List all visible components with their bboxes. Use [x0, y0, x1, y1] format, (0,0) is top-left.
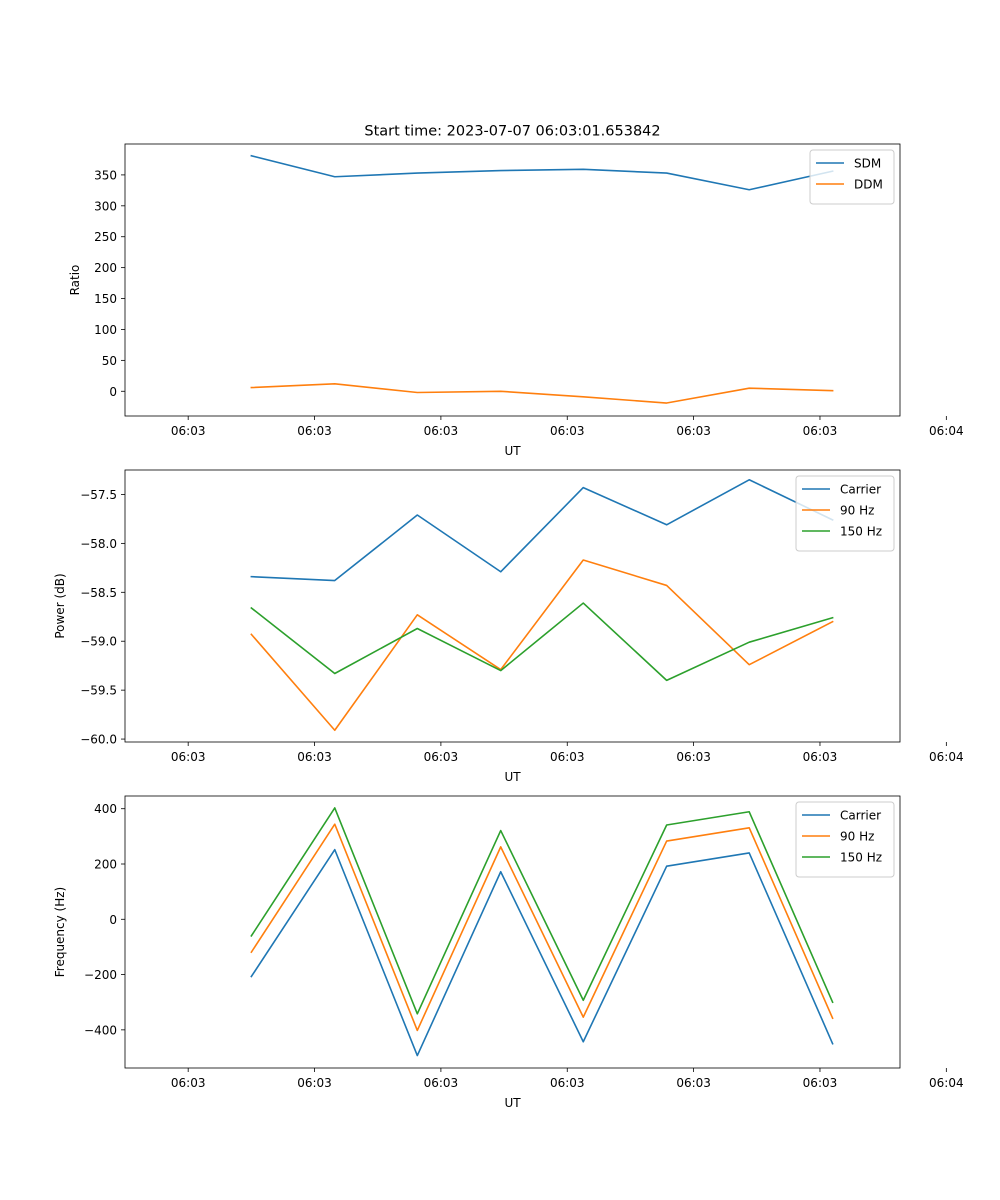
- frequency-legend-label-1: 90 Hz: [840, 830, 874, 844]
- ratio-x-tick-label: 06:03: [424, 424, 459, 438]
- frequency-legend-label-2: 150 Hz: [840, 851, 882, 865]
- power-y-tick-label: −59.5: [80, 684, 117, 698]
- ratio-y-tick-label: 50: [102, 354, 117, 368]
- ratio-axes-frame: [124, 143, 901, 417]
- power-x-tick-label: 06:03: [171, 750, 206, 764]
- ratio-series-line-0: [250, 154, 834, 191]
- frequency-x-tick-label: 06:03: [297, 1076, 332, 1090]
- ratio-legend: SDM DDM: [809, 149, 895, 205]
- ratio-y-tick-label: 0: [109, 385, 117, 399]
- ratio-x-tick-label: 06:03: [171, 424, 206, 438]
- ratio-x-axis-label: UT: [504, 444, 521, 458]
- ratio-series-line-1: [250, 383, 834, 404]
- power-y-tick-label: −60.0: [80, 733, 117, 747]
- power-x-tick-label: 06:03: [676, 750, 711, 764]
- frequency-axes-frame: [124, 795, 901, 1069]
- power-y-tick-label: −59.0: [80, 635, 117, 649]
- ratio-y-tick-label: 300: [94, 199, 117, 213]
- power-series-group: [250, 478, 834, 732]
- ratio-x-tick-label: 06:03: [297, 424, 332, 438]
- ratio-y-tick-label: 350: [94, 168, 117, 182]
- power-x-tick-label: 06:03: [803, 750, 838, 764]
- frequency-y-axis-label: Frequency (Hz): [53, 887, 67, 978]
- ratio-y-tick-label: 200: [94, 261, 117, 275]
- frequency-legend-label-0: Carrier: [840, 809, 881, 823]
- ratio-y-tick-label: 150: [94, 292, 117, 306]
- power-x-tick-label: 06:03: [550, 750, 585, 764]
- ratio-x-tick-label: 06:04: [929, 424, 964, 438]
- frequency-panel: 06:03 06:03 06:03 06:03 06:03 06:03 06:04 −400 −…: [53, 795, 964, 1110]
- frequency-x-tick-label: 06:03: [550, 1076, 585, 1090]
- power-y-tick-label: −58.0: [80, 537, 117, 551]
- power-legend-label-2: 150 Hz: [840, 525, 882, 539]
- ratio-x-tick-label: 06:03: [803, 424, 838, 438]
- power-x-tick-label: 06:03: [424, 750, 459, 764]
- frequency-x-tick-label: 06:03: [424, 1076, 459, 1090]
- ratio-y-tick-label: 100: [94, 323, 117, 337]
- frequency-y-tick-label: 200: [94, 858, 117, 872]
- power-x-tick-label: 06:03: [297, 750, 332, 764]
- frequency-legend-box: [795, 801, 895, 878]
- power-legend-label-0: Carrier: [840, 483, 881, 497]
- ratio-series-group: [250, 154, 834, 404]
- frequency-series-line-1: [250, 823, 834, 1032]
- power-panel: 06:03 06:03 06:03 06:03 06:03 06:03 06:04 −60.0…: [53, 469, 964, 784]
- ratio-legend-label-1: DDM: [854, 178, 883, 192]
- frequency-series-line-2: [250, 807, 834, 1015]
- ratio-y-axis-label: Ratio: [68, 265, 82, 296]
- ratio-x-tick-label: 06:03: [676, 424, 711, 438]
- frequency-x-tick-label: 06:03: [676, 1076, 711, 1090]
- power-series-line-2: [250, 602, 834, 682]
- frequency-y-tick-label: 400: [94, 802, 117, 816]
- power-x-tick-label: 06:04: [929, 750, 964, 764]
- figure-title: Start time: 2023-07-07 06:03:01.653842: [364, 124, 660, 140]
- power-axes-frame: [124, 469, 901, 743]
- frequency-x-tick-label: 06:03: [803, 1076, 838, 1090]
- frequency-y-tick-label: 0: [109, 913, 117, 927]
- power-y-tick-label: −58.5: [80, 586, 117, 600]
- frequency-series-group: [250, 807, 834, 1057]
- power-legend-label-1: 90 Hz: [840, 504, 874, 518]
- power-legend: Carrier 90 Hz 150 Hz: [795, 475, 895, 552]
- ratio-x-tick-label: 06:03: [550, 424, 585, 438]
- ratio-panel: 06:03 06:03 06:03 06:03 06:03 06:03 06:04 0 50 10…: [68, 143, 964, 458]
- frequency-x-axis-label: UT: [504, 1096, 521, 1110]
- frequency-x-tick-label: 06:03: [171, 1076, 206, 1090]
- power-y-tick-label: −57.5: [80, 488, 117, 502]
- power-series-line-0: [250, 478, 834, 582]
- frequency-series-line-0: [250, 848, 834, 1057]
- frequency-y-tick-label: −200: [84, 968, 117, 982]
- ratio-legend-label-0: SDM: [854, 157, 881, 171]
- frequency-y-tick-label: −400: [84, 1023, 117, 1037]
- power-series-line-1: [250, 559, 834, 732]
- frequency-x-tick-label: 06:04: [929, 1076, 964, 1090]
- ratio-y-tick-label: 250: [94, 230, 117, 244]
- frequency-legend: Carrier 90 Hz 150 Hz: [795, 801, 895, 878]
- power-legend-box: [795, 475, 895, 552]
- power-x-axis-label: UT: [504, 770, 521, 784]
- power-y-axis-label: Power (dB): [53, 573, 67, 638]
